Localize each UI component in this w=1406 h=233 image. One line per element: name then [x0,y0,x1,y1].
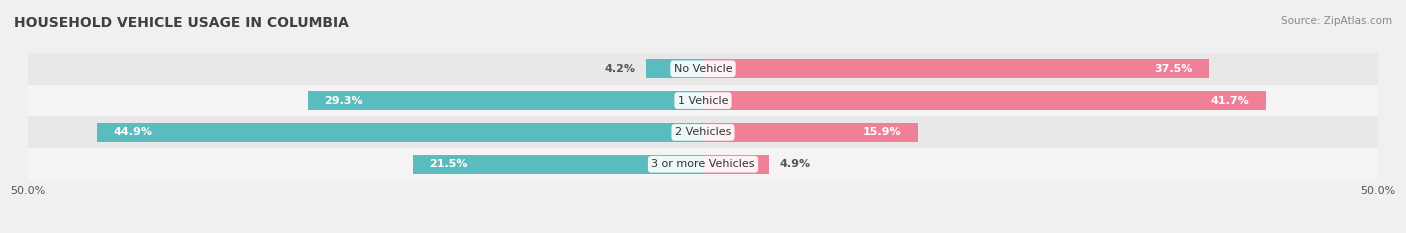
Text: 1 Vehicle: 1 Vehicle [678,96,728,106]
Text: 44.9%: 44.9% [112,127,152,137]
Text: 4.2%: 4.2% [605,64,636,74]
Text: 15.9%: 15.9% [863,127,901,137]
Bar [413,155,703,174]
Text: 4.9%: 4.9% [780,159,811,169]
Bar [28,85,1378,116]
Text: No Vehicle: No Vehicle [673,64,733,74]
Bar [703,91,1265,110]
Bar [647,59,703,78]
Text: 3 or more Vehicles: 3 or more Vehicles [651,159,755,169]
Text: 21.5%: 21.5% [429,159,468,169]
Bar [28,53,1378,85]
Bar [703,59,1209,78]
Bar [703,155,769,174]
Text: 37.5%: 37.5% [1154,64,1192,74]
Bar [703,123,918,142]
Text: Source: ZipAtlas.com: Source: ZipAtlas.com [1281,16,1392,26]
Text: 29.3%: 29.3% [323,96,363,106]
Bar [28,116,1378,148]
Text: HOUSEHOLD VEHICLE USAGE IN COLUMBIA: HOUSEHOLD VEHICLE USAGE IN COLUMBIA [14,16,349,30]
Text: 2 Vehicles: 2 Vehicles [675,127,731,137]
Bar [28,148,1378,180]
Text: 41.7%: 41.7% [1211,96,1250,106]
Bar [97,123,703,142]
Bar [308,91,703,110]
